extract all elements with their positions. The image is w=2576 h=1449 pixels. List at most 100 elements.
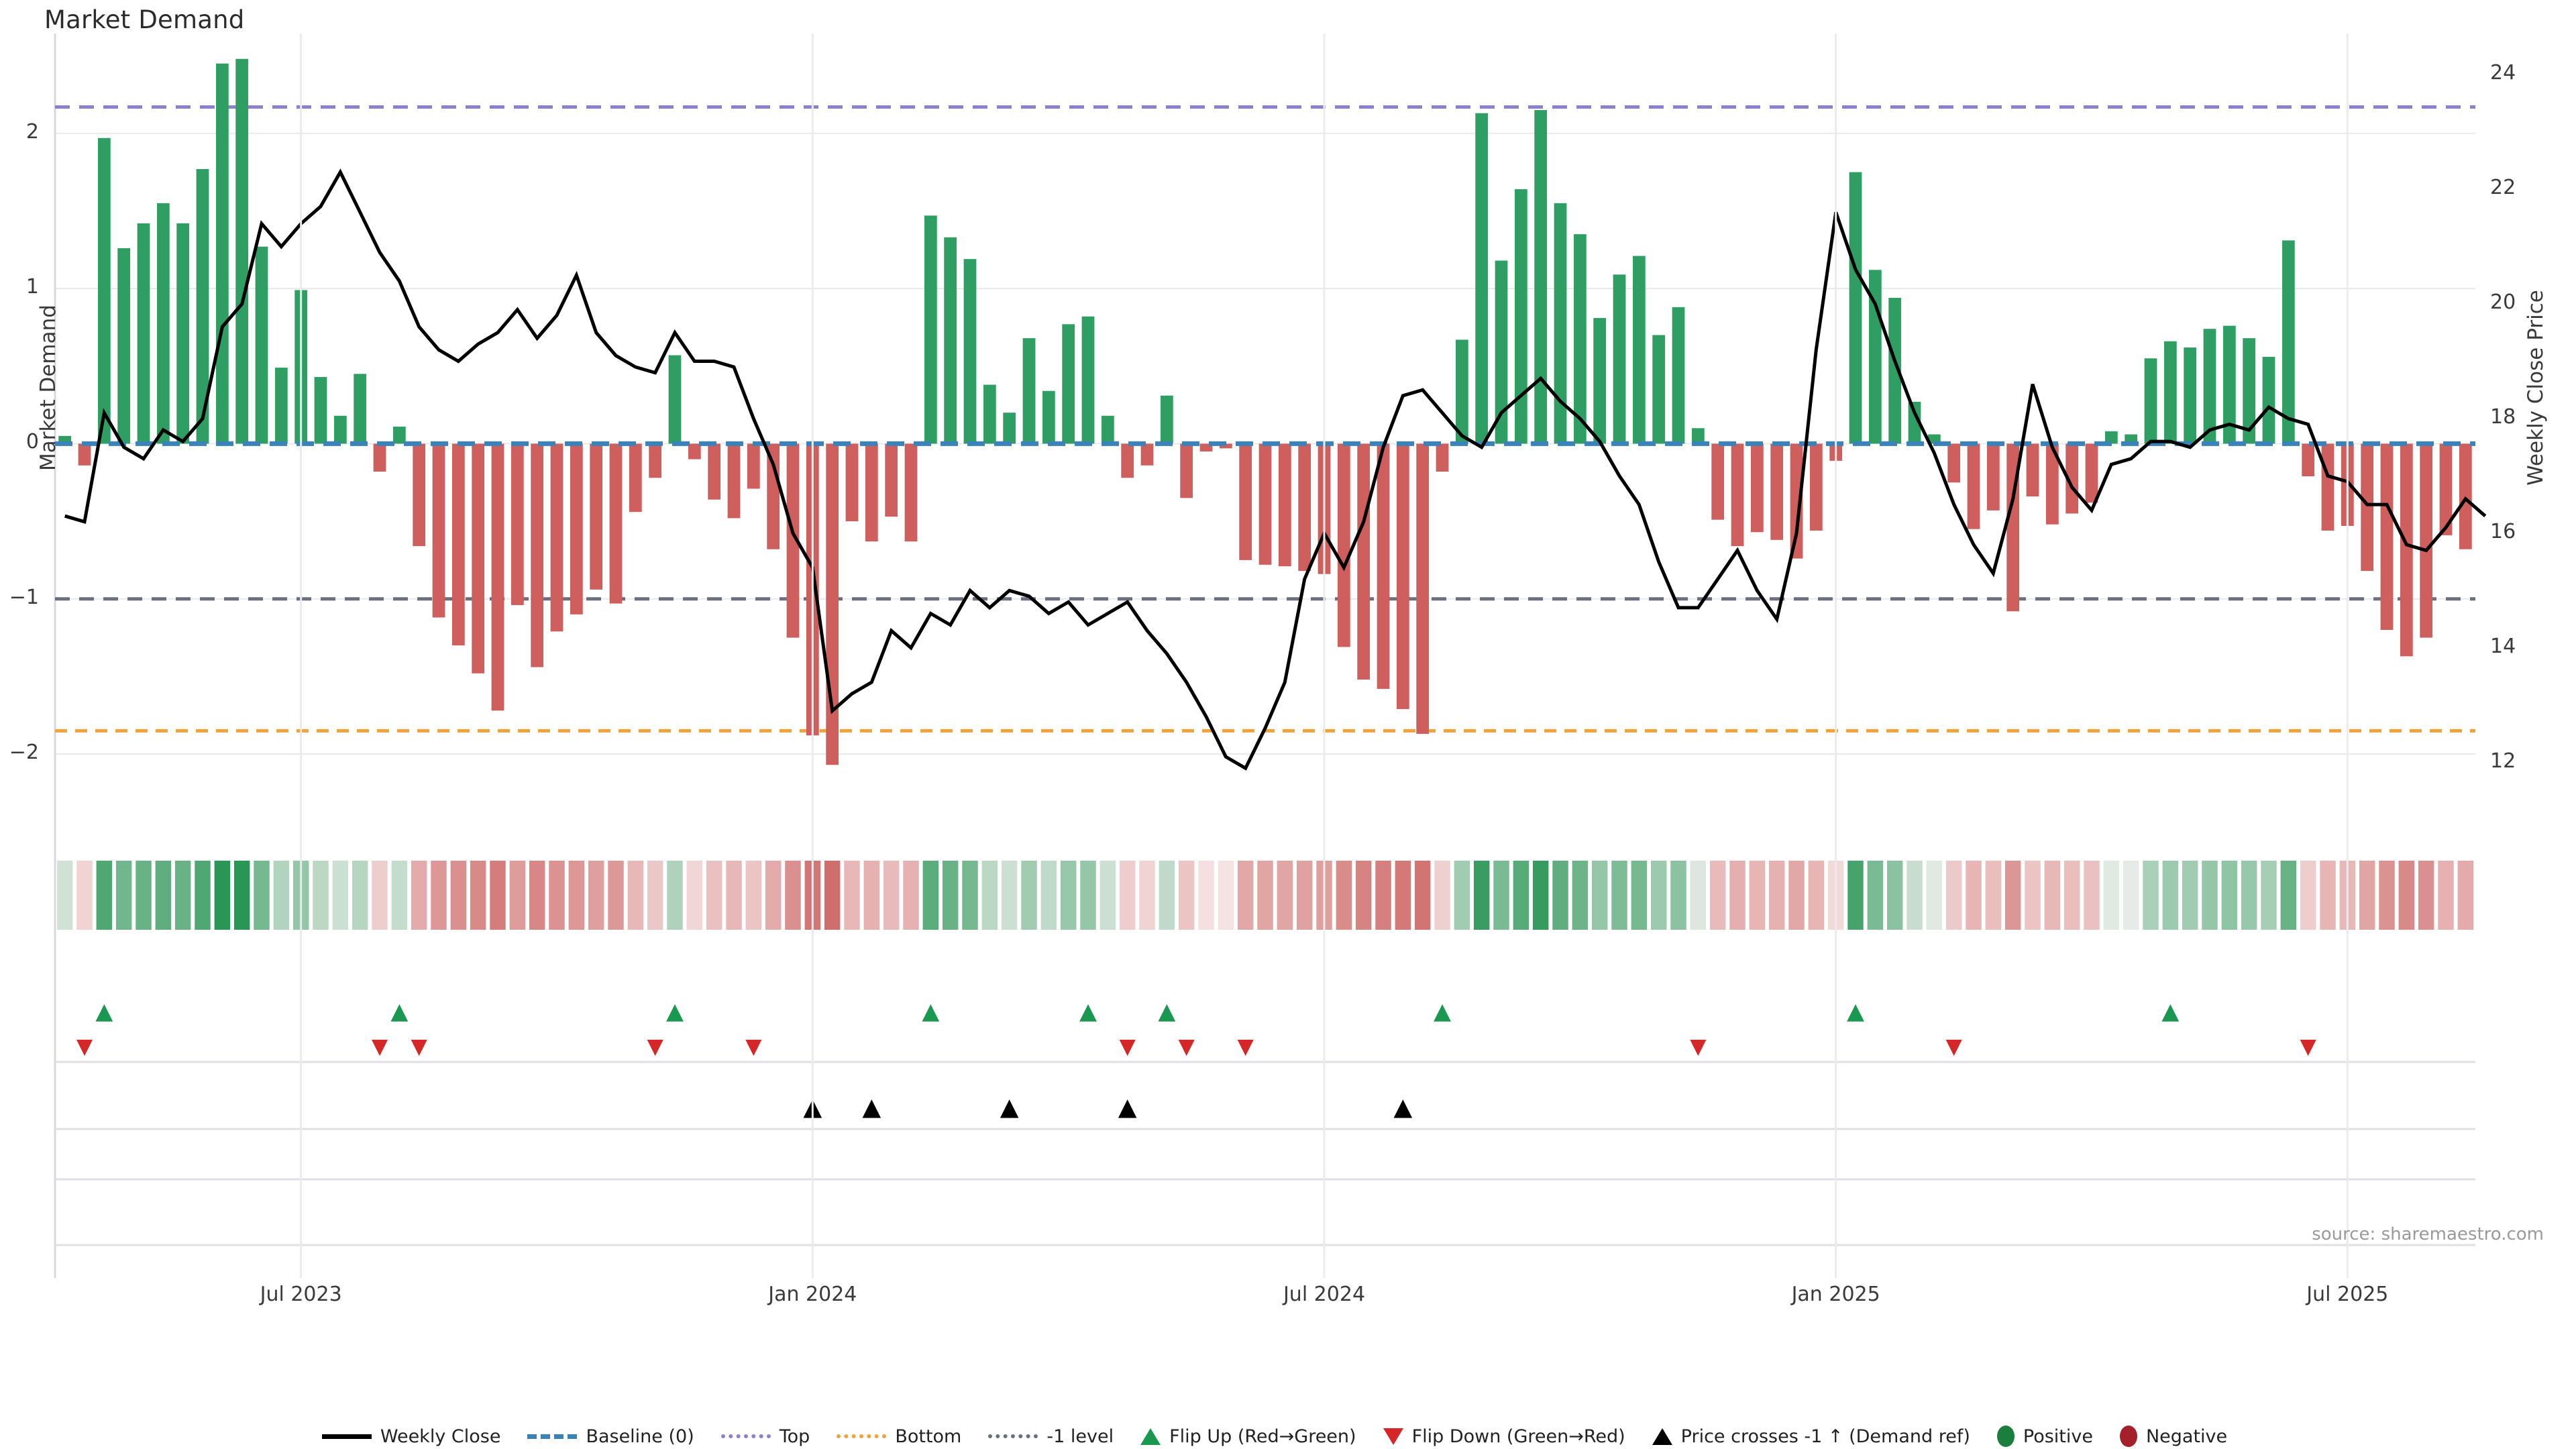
- heatmap-cell: [1966, 861, 1982, 930]
- demand-bar: [373, 443, 386, 472]
- heatmap-cell: [608, 861, 624, 930]
- heatmap-cell: [2044, 861, 2061, 930]
- demand-bar: [2302, 443, 2315, 476]
- heatmap-cell: [549, 861, 565, 930]
- demand-bar: [963, 259, 977, 444]
- demand-bar: [2243, 338, 2256, 444]
- line-icon: [321, 1434, 372, 1439]
- demand-bar: [78, 443, 91, 466]
- circle-icon: [2119, 1426, 2137, 1447]
- demand-bar: [904, 443, 918, 542]
- demand-bar: [1121, 443, 1134, 478]
- demand-bar: [550, 443, 564, 632]
- demand-bar: [1770, 443, 1784, 540]
- heatmap-cell: [450, 861, 467, 930]
- demand-bar: [2144, 358, 2157, 444]
- demand-bar: [668, 355, 682, 444]
- demand-bar: [1357, 443, 1371, 680]
- demand-bar: [2045, 443, 2059, 525]
- demand-bar: [1514, 189, 1527, 444]
- flip-up-marker: [1434, 1004, 1451, 1022]
- demand-bar: [1160, 395, 1173, 444]
- triangle-down-icon: [1383, 1428, 1403, 1445]
- y-tick-left: 0: [25, 430, 39, 454]
- heatmap-cell: [2004, 861, 2021, 930]
- demand-bar: [274, 368, 288, 444]
- heatmap-cell: [706, 861, 722, 930]
- demand-bar: [2222, 325, 2236, 444]
- demand-bar: [392, 426, 406, 444]
- demand-bar: [1672, 307, 1685, 444]
- demand-bar: [609, 443, 623, 604]
- legend-item: Flip Down (Green→Red): [1383, 1426, 1625, 1447]
- legend-item: Baseline (0): [527, 1426, 694, 1447]
- heatmap-cell: [627, 861, 644, 930]
- demand-bar: [2420, 443, 2433, 638]
- heatmap-cell: [1454, 861, 1470, 930]
- heatmap-cell: [1847, 861, 1864, 930]
- triangle-up-icon: [1652, 1428, 1672, 1445]
- demand-bar: [1849, 172, 1862, 444]
- heatmap-cell: [2182, 861, 2198, 930]
- y-tick-left: 1: [25, 275, 39, 299]
- heatmap-cell: [2457, 861, 2474, 930]
- heatmap-cell: [1296, 861, 1313, 930]
- flip-up-marker: [2161, 1004, 2180, 1022]
- demand-bar: [432, 443, 445, 618]
- demand-bar: [2065, 443, 2079, 514]
- demand-bar: [1436, 443, 1449, 472]
- heatmap-cell: [2280, 861, 2297, 930]
- heatmap-cell: [686, 861, 703, 930]
- demand-bar: [1534, 110, 1548, 444]
- demand-bar: [2163, 341, 2177, 444]
- heatmap-cell: [1749, 861, 1766, 930]
- demand-bar: [1062, 324, 1075, 444]
- demand-bar: [1396, 443, 1409, 709]
- price-cross-marker: [862, 1099, 881, 1118]
- legend-label: -1 level: [1046, 1426, 1114, 1447]
- legend-label: Flip Up (Red→Green): [1169, 1426, 1356, 1447]
- heatmap-cell: [155, 861, 172, 930]
- demand-bar: [1140, 443, 1154, 466]
- demand-bar: [708, 443, 721, 500]
- x-tick-label: Jan 2024: [768, 1283, 857, 1306]
- demand-bar: [215, 63, 229, 444]
- heatmap-cell: [1040, 861, 1057, 930]
- demand-bar: [1691, 428, 1705, 444]
- heatmap-cell: [411, 861, 427, 930]
- heatmap-cell: [352, 861, 368, 930]
- x-tick-label: Jul 2025: [2306, 1283, 2389, 1306]
- heatmap-cell: [1414, 861, 1431, 930]
- heatmap-cell: [785, 861, 801, 930]
- x-tick-label: Jan 2025: [1791, 1283, 1880, 1306]
- heatmap-cell: [1650, 861, 1667, 930]
- demand-bar: [1888, 297, 1902, 444]
- heatmap-cell: [1926, 861, 1943, 930]
- demand-bar: [826, 443, 839, 765]
- demand-bar: [727, 443, 741, 519]
- heatmap-cell: [1729, 861, 1746, 930]
- demand-bar: [2439, 443, 2453, 535]
- flip-down-marker: [76, 1039, 93, 1056]
- y-tick-right: 24: [2490, 61, 2516, 85]
- heatmap-cell: [2241, 861, 2257, 930]
- heatmap-cell: [2162, 861, 2179, 930]
- flip-up-marker: [1079, 1004, 1097, 1022]
- heatmap-cell: [942, 861, 959, 930]
- demand-bar: [2361, 443, 2374, 572]
- heatmap-cell: [1257, 861, 1273, 930]
- heatmap-cell: [56, 861, 73, 930]
- heatmap-cell: [1395, 861, 1411, 930]
- heatmap-cell: [2438, 861, 2454, 930]
- y-tick-left: −1: [9, 585, 39, 609]
- heatmap-cell: [2063, 861, 2080, 930]
- demand-bar: [314, 376, 327, 444]
- heatmap-cell: [1375, 861, 1391, 930]
- price-cross-marker: [1393, 1099, 1413, 1118]
- heatmap-cell: [1060, 861, 1077, 930]
- heatmap-cell: [1139, 861, 1155, 930]
- dotted-line-icon: [720, 1434, 771, 1438]
- demand-bar: [570, 443, 583, 614]
- demand-bar: [2282, 240, 2295, 444]
- heatmap-cell: [765, 861, 782, 930]
